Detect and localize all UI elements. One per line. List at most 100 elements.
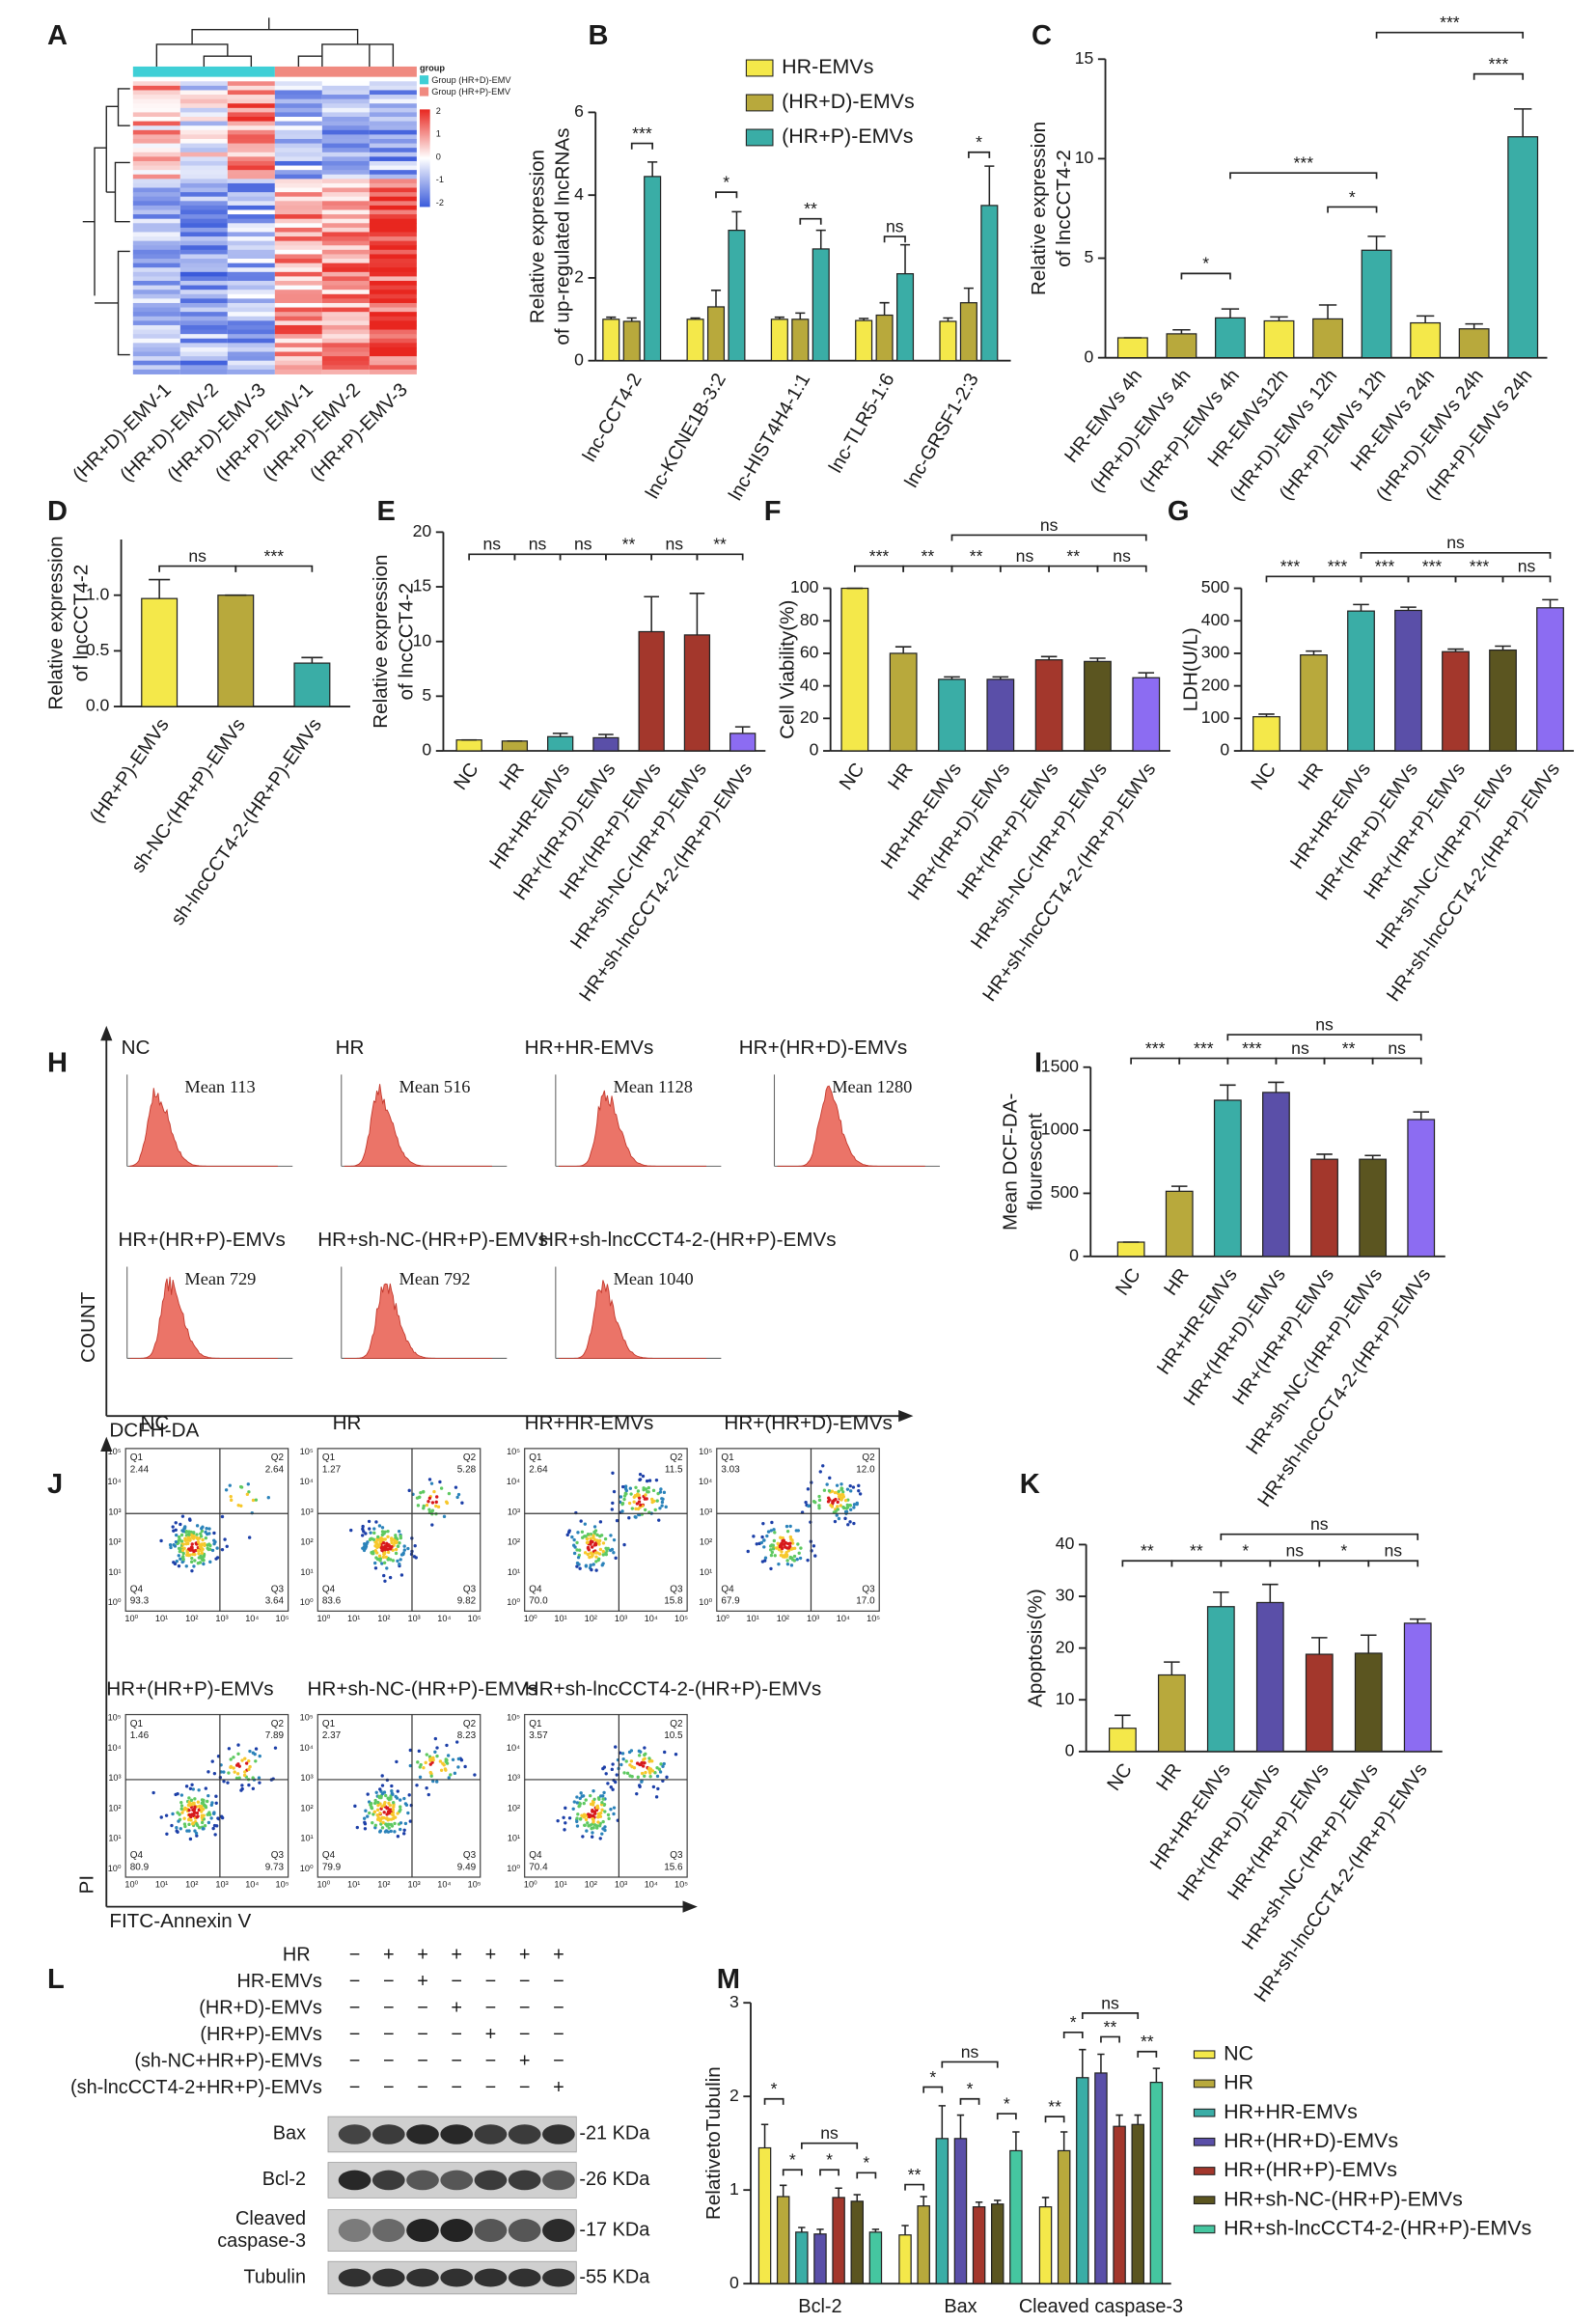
blot-band bbox=[371, 2124, 405, 2144]
significance-bracket bbox=[800, 2142, 859, 2149]
quadrant-value: 15.6 bbox=[664, 1862, 683, 1872]
heatmap-cell bbox=[274, 165, 322, 171]
scatter-dot bbox=[455, 1740, 459, 1744]
scatter-dot bbox=[433, 1750, 437, 1754]
heatmap-cell bbox=[179, 316, 228, 321]
scatter-dot bbox=[188, 1786, 193, 1790]
heatmap-cell bbox=[274, 285, 322, 290]
heatmap-cell bbox=[274, 329, 322, 335]
scatter-dot bbox=[655, 1774, 660, 1779]
heatmap-cell bbox=[321, 201, 370, 207]
quadrant-value: 79.9 bbox=[322, 1862, 342, 1872]
bar bbox=[1252, 716, 1280, 752]
scatter-dot bbox=[640, 1779, 644, 1784]
panel-letter: C bbox=[1032, 20, 1052, 51]
scatter-dot bbox=[647, 1757, 651, 1760]
scatter-x-tick: 10⁴ bbox=[645, 1880, 658, 1890]
scatter-dot bbox=[604, 1551, 608, 1556]
scatter-y-tick: 10² bbox=[108, 1803, 121, 1812]
scatter-frame bbox=[316, 1713, 482, 1878]
heatmap-cell bbox=[179, 356, 228, 362]
blot-band bbox=[474, 2124, 508, 2144]
scatter-dot bbox=[769, 1553, 774, 1558]
scatter-dot bbox=[597, 1797, 601, 1801]
scatter-dot bbox=[609, 1808, 613, 1812]
heatmap-cell bbox=[132, 346, 180, 352]
heatmap-cell bbox=[274, 179, 322, 184]
heatmap-cell bbox=[274, 334, 322, 340]
scatter-dot bbox=[630, 1775, 634, 1779]
blot-band bbox=[440, 2268, 474, 2287]
scatter-dot bbox=[588, 1813, 592, 1817]
scatter-dot bbox=[622, 1497, 626, 1502]
color-scale-label: 1 bbox=[436, 129, 441, 139]
heatmap-cell bbox=[369, 285, 417, 290]
scatter-dot bbox=[373, 1566, 378, 1570]
bar bbox=[832, 2197, 845, 2284]
scatter-dot bbox=[240, 1758, 244, 1762]
scatter-dot bbox=[584, 1817, 589, 1822]
bar bbox=[840, 587, 869, 752]
scatter-dot bbox=[463, 1764, 467, 1769]
scatter-dot bbox=[214, 1794, 218, 1798]
scatter-dot bbox=[378, 1559, 382, 1563]
significance-bracket bbox=[1062, 2031, 1084, 2038]
heatmap-cell bbox=[369, 205, 417, 210]
scatter-dot bbox=[234, 1776, 239, 1781]
error-bar bbox=[944, 676, 960, 679]
heatmap-cell bbox=[321, 343, 370, 348]
heatmap-cell bbox=[321, 223, 370, 229]
heatmap-cell bbox=[132, 254, 180, 260]
scatter-dot bbox=[378, 1817, 383, 1821]
quadrant-value: 2.37 bbox=[322, 1730, 342, 1741]
scatter-dot bbox=[620, 1502, 625, 1506]
scatter-dot bbox=[413, 1543, 417, 1548]
scatter-dot bbox=[576, 1556, 581, 1560]
heatmap-cell bbox=[369, 320, 417, 326]
scatter-dot bbox=[384, 1555, 389, 1560]
scatter-dot bbox=[597, 1557, 601, 1561]
heatmap-cell bbox=[132, 236, 180, 242]
heatmap-cell bbox=[227, 329, 275, 335]
error-bar bbox=[1306, 650, 1322, 655]
scatter-dot bbox=[171, 1812, 175, 1816]
heatmap-cell bbox=[132, 205, 180, 210]
heatmap-cell bbox=[369, 276, 417, 282]
scatter-dot bbox=[459, 1758, 464, 1762]
bar bbox=[1206, 1606, 1235, 1753]
scatter-dot bbox=[590, 1567, 593, 1572]
heatmap-cell bbox=[179, 351, 228, 357]
histogram-title: HR+HR-EMVs bbox=[525, 1037, 654, 1059]
heatmap-cell bbox=[369, 346, 417, 352]
scatter-dot bbox=[179, 1807, 183, 1811]
heatmap-cell bbox=[321, 312, 370, 318]
scatter-dot bbox=[755, 1542, 758, 1546]
scatter-dot bbox=[622, 1494, 627, 1498]
scatter-dot bbox=[575, 1824, 580, 1828]
quadrant-name: Q3 bbox=[670, 1850, 683, 1861]
quadrant-value: 80.9 bbox=[130, 1862, 150, 1872]
y-axis-label: of lncCCT4-2 bbox=[395, 583, 417, 701]
scatter-dot bbox=[592, 1820, 595, 1824]
scatter-dot bbox=[390, 1784, 394, 1788]
scatter-dot bbox=[382, 1532, 386, 1536]
scatter-dot bbox=[383, 1830, 388, 1834]
heatmap-cell bbox=[227, 138, 275, 145]
heatmap-cell bbox=[132, 298, 180, 304]
heatmap-cell bbox=[132, 187, 180, 193]
scatter-dot bbox=[841, 1490, 845, 1494]
scatter-dot bbox=[247, 1767, 251, 1772]
scatter-dot bbox=[855, 1501, 859, 1506]
scatter-dot bbox=[427, 1508, 431, 1511]
scatter-dot bbox=[659, 1762, 663, 1766]
scatter-dot bbox=[197, 1788, 201, 1792]
significance-label: ns bbox=[1315, 1014, 1334, 1034]
scatter-y-tick: 10² bbox=[108, 1537, 121, 1547]
condition-sign: − bbox=[417, 2077, 428, 2098]
heatmap-cell bbox=[179, 129, 228, 135]
heatmap-cell bbox=[227, 214, 275, 220]
scatter-dot bbox=[593, 1812, 597, 1815]
scatter-dot bbox=[382, 1811, 386, 1814]
scatter-dot bbox=[174, 1539, 179, 1544]
